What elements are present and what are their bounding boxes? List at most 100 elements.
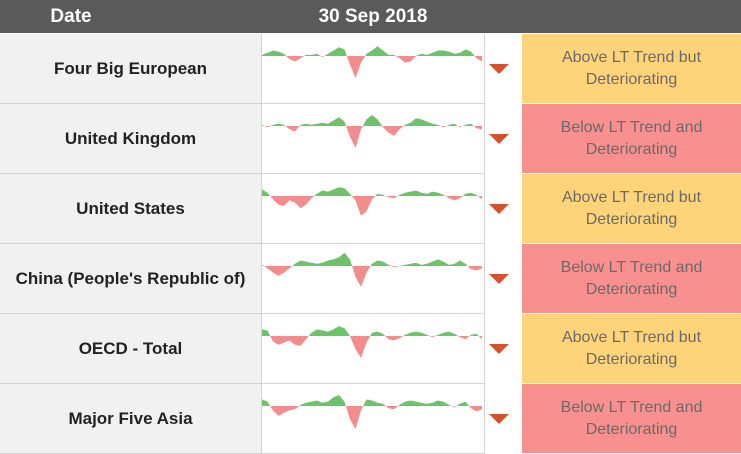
sparkline-segment xyxy=(478,336,482,340)
sparkline-segment xyxy=(361,126,363,130)
table-row: United Kingdom Below LT Trend and Deterio… xyxy=(0,104,741,174)
sparkline-segment xyxy=(317,190,323,196)
sparkline-segment xyxy=(399,56,405,63)
row-name: United States xyxy=(0,174,262,244)
sparkline-segment xyxy=(432,336,436,338)
sparkline-segment xyxy=(273,123,279,126)
sparkline-segment xyxy=(377,331,383,336)
sparkline-segment xyxy=(410,190,416,196)
sparkline-segment xyxy=(273,50,279,56)
sparkline-segment xyxy=(471,123,474,126)
sparkline-segment xyxy=(344,121,347,126)
sparkline-segment xyxy=(471,406,477,412)
sparkline-segment xyxy=(443,261,449,266)
sparkline-segment xyxy=(454,333,459,336)
sparkline-segment xyxy=(317,329,323,336)
sparkline-segment xyxy=(476,56,482,62)
sparkline-segment xyxy=(438,50,444,56)
sparkline-segment xyxy=(394,196,398,199)
sparkline-segment xyxy=(350,406,356,430)
sparkline-segment xyxy=(311,123,317,126)
sparkline-segment xyxy=(355,336,361,358)
sparkline-segment xyxy=(432,191,438,196)
sparkline-segment xyxy=(267,401,271,406)
sparkline-segment xyxy=(476,126,482,130)
sparkline-segment xyxy=(421,119,427,126)
sparkline-segment xyxy=(306,261,312,266)
sparkline-segment xyxy=(421,332,427,336)
sparkline-segment xyxy=(458,126,460,128)
sparkline-segment xyxy=(388,54,394,56)
sparkline-segment xyxy=(388,196,394,199)
sparkline-segment xyxy=(372,196,376,200)
table-header: Date 30 Sep 2018 xyxy=(0,0,741,33)
sparkline-segment xyxy=(292,263,295,266)
sparkline-cell xyxy=(262,244,485,314)
sparkline-segment xyxy=(405,263,411,266)
trend-cell xyxy=(485,34,522,104)
row-name: United Kingdom xyxy=(0,104,262,174)
sparkline-segment xyxy=(278,123,284,126)
sparkline-segment xyxy=(460,196,463,199)
sparkline-segment xyxy=(352,266,356,277)
sparkline-segment xyxy=(427,402,433,406)
sparkline-segment xyxy=(300,123,306,126)
sparkline-segment xyxy=(405,191,411,196)
status-badge: Above LT Trend but Deteriorating xyxy=(522,34,741,104)
sparkline-segment xyxy=(372,331,378,336)
table-row: Four Big European Above LT Trend but Dete… xyxy=(0,34,741,104)
sparkline-segment xyxy=(377,260,383,266)
sparkline-chart xyxy=(262,115,482,148)
sparkline-segment xyxy=(322,401,328,406)
sparkline-segment xyxy=(432,123,438,126)
sparkline-cell xyxy=(262,384,485,454)
sparkline-segment xyxy=(361,406,364,411)
sparkline-segment xyxy=(416,401,422,406)
sparkline-segment xyxy=(438,332,444,336)
sparkline-chart xyxy=(262,187,482,216)
sparkline-segment xyxy=(454,406,457,408)
sparkline-segment xyxy=(289,406,295,411)
sparkline-segment xyxy=(299,124,301,126)
trend-cell xyxy=(485,244,522,314)
status-text: Above LT Trend but Deteriorating xyxy=(561,328,702,368)
status-badge: Below LT Trend and Deteriorating xyxy=(522,384,741,454)
sparkline-segment xyxy=(304,54,306,56)
sparkline-segment xyxy=(449,123,455,126)
status-badge: Below LT Trend and Deteriorating xyxy=(522,104,741,174)
sparkline-segment xyxy=(270,336,273,342)
sparkline-segment xyxy=(432,50,438,56)
date-column-header: Date xyxy=(50,6,92,27)
sparkline-segment xyxy=(366,399,372,406)
sparkline-segment xyxy=(267,50,273,56)
sparkline-segment xyxy=(432,400,438,406)
sparkline-cell xyxy=(262,104,485,174)
sparkline-segment xyxy=(339,187,345,196)
down-triangle-icon xyxy=(489,64,509,74)
sparkline-segment xyxy=(300,260,306,266)
sparkline-segment xyxy=(333,257,339,266)
sparkline-segment xyxy=(267,126,271,128)
sparkline-segment xyxy=(454,123,459,126)
sparkline-segment xyxy=(397,194,400,196)
sparkline-segment xyxy=(361,266,367,287)
sparkline-segment xyxy=(469,334,471,336)
sparkline-segment xyxy=(300,56,305,59)
sparkline-segment xyxy=(344,49,347,56)
sparkline-segment xyxy=(449,331,455,336)
sparkline-segment xyxy=(361,56,366,63)
sparkline-segment xyxy=(328,50,334,56)
sparkline-segment xyxy=(391,266,394,268)
sparkline-segment xyxy=(361,336,367,358)
sparkline-segment xyxy=(286,56,290,60)
sparkline-segment xyxy=(416,53,422,56)
sparkline-segment xyxy=(388,336,394,341)
sparkline-segment xyxy=(421,192,427,196)
sparkline-segment xyxy=(438,400,444,406)
sparkline-segment xyxy=(460,260,466,266)
sparkline-segment xyxy=(427,52,433,56)
row-name: Major Five Asia xyxy=(0,384,262,454)
sparkline-segment xyxy=(262,189,268,196)
sparkline-segment xyxy=(306,54,312,56)
sparkline-segment xyxy=(306,123,312,126)
